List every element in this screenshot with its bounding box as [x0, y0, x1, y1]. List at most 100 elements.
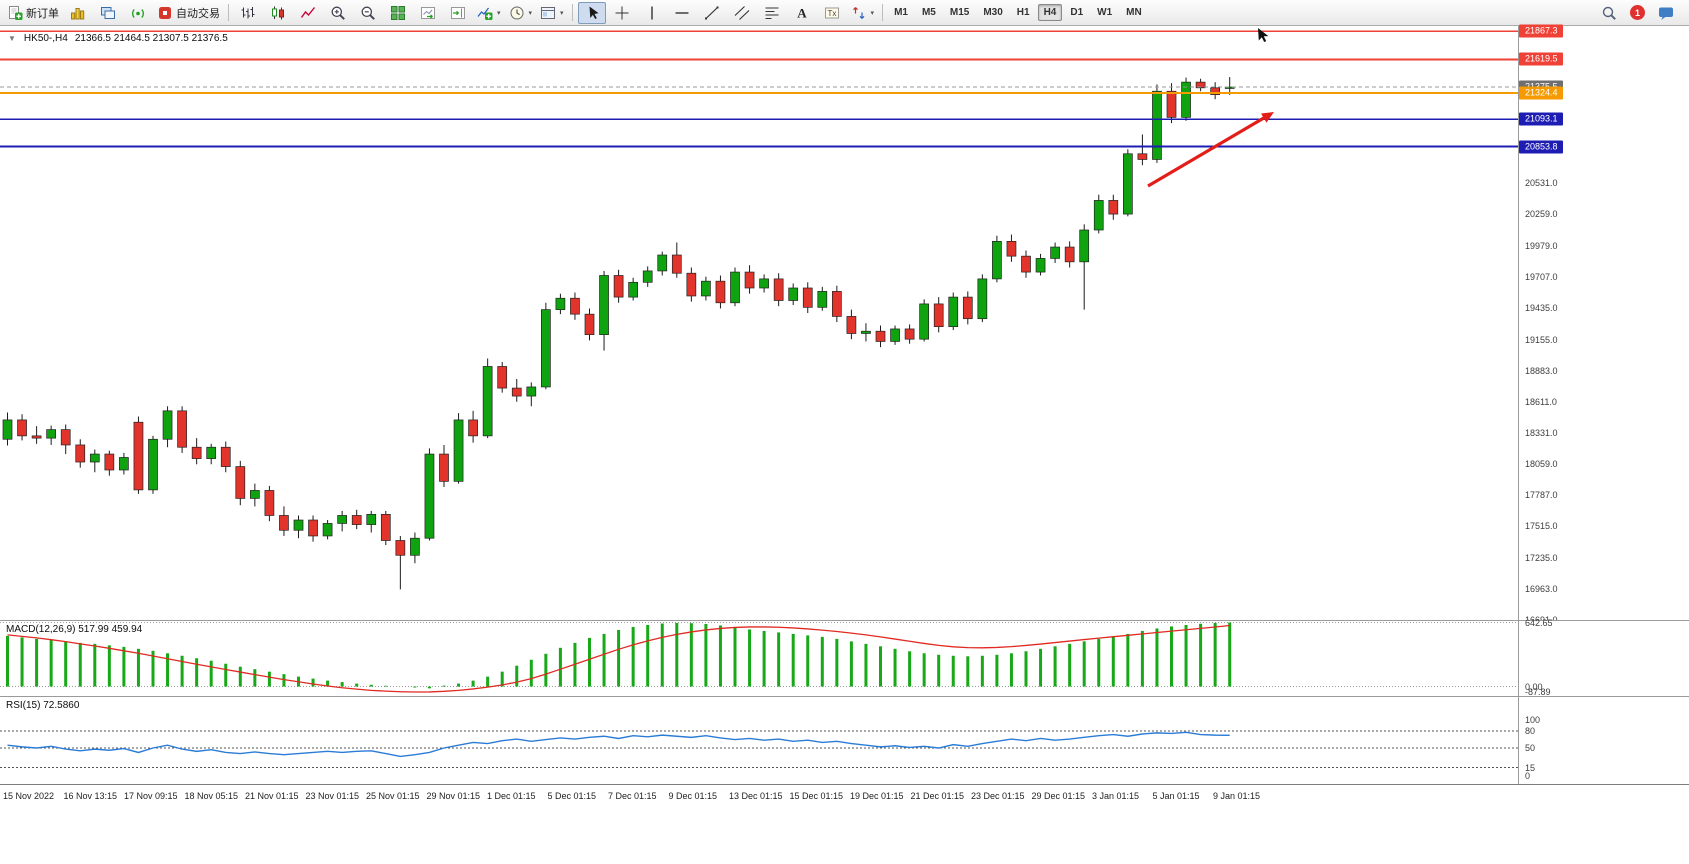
- label-button[interactable]: Tx: [818, 2, 846, 24]
- candle: [584, 313, 595, 335]
- price-scale-label: 18883.0: [1525, 365, 1558, 376]
- community-button[interactable]: [124, 2, 152, 24]
- tile-windows-button[interactable]: [384, 2, 412, 24]
- time-scale-label: 15 Nov 2022: [3, 791, 55, 801]
- macd-canvas[interactable]: [0, 621, 1518, 696]
- chevron-down-icon: ▾: [497, 9, 501, 17]
- candle: [861, 330, 871, 334]
- time-scale-label: 3 Jan 01:15: [1092, 791, 1140, 801]
- search-button[interactable]: [1595, 2, 1623, 24]
- candle: [482, 366, 493, 437]
- timeframe-m5[interactable]: M5: [921, 7, 936, 18]
- support-line-2-tag[interactable]: 20853.8: [1519, 140, 1563, 154]
- cursor-icon: [589, 6, 599, 19]
- candle: [395, 540, 406, 556]
- timeframe-m15[interactable]: M15: [949, 7, 970, 18]
- candle: [148, 438, 158, 491]
- candle: [206, 446, 217, 459]
- timeframe-h4[interactable]: H4: [1037, 4, 1063, 21]
- support-line-1-tag[interactable]: 21093.1: [1519, 112, 1563, 126]
- auto-scroll-button[interactable]: [414, 2, 442, 24]
- price-scale-label: 16963.0: [1525, 584, 1558, 595]
- candle: [526, 386, 537, 397]
- candle: [773, 278, 784, 301]
- candle: [497, 366, 508, 389]
- chart-panel: ▼ HK50-,H4 21366.5 21464.5 21307.5 21376…: [0, 24, 1689, 625]
- timeframe-mn[interactable]: MN: [1126, 7, 1142, 18]
- candle: [46, 429, 57, 439]
- trendline-button[interactable]: [698, 2, 726, 24]
- horizontal-line-button[interactable]: [668, 2, 696, 24]
- candle: [846, 316, 857, 334]
- grid-icon: [391, 5, 405, 20]
- rsi-scale-label: 15: [1525, 762, 1536, 773]
- time-axis[interactable]: 15 Nov 2022 16 Nov 13:15 17 Nov 09:15 18 No…: [0, 784, 1689, 807]
- candles-chart-button[interactable]: [264, 2, 292, 24]
- chart-ohlc-readout: 21366.5 21464.5 21307.5 21376.5: [74, 33, 228, 44]
- chevron-down-icon: ▾: [870, 9, 875, 17]
- profiles-button[interactable]: [94, 2, 122, 24]
- candle: [555, 297, 566, 310]
- candle: [570, 297, 580, 315]
- chart-shift-button[interactable]: [444, 2, 472, 24]
- resistance-line-2-tag[interactable]: 21619.5: [1519, 52, 1563, 66]
- periods-button[interactable]: ▾: [506, 2, 536, 24]
- timeframe-m1[interactable]: M1: [894, 7, 908, 18]
- candle: [60, 429, 71, 446]
- timeframe-w1[interactable]: W1: [1097, 7, 1113, 18]
- toolbar-right: 1: [1594, 2, 1686, 24]
- trend-arrow-annotation[interactable]: [1261, 112, 1274, 123]
- notifications-badge[interactable]: 1: [1630, 5, 1645, 20]
- orange-level-line-tag[interactable]: 21324.4: [1519, 86, 1563, 100]
- candle: [1195, 81, 1206, 89]
- auto-scroll-icon: [421, 6, 435, 19]
- new-order-button[interactable]: 新订单: [4, 2, 62, 24]
- toolbar: 新订单 自动交易 ▾ ▾ ▾ A Tx ▾ M1 M5 M15 M30 H1 H4 D1 W1 MN 1: [0, 0, 1689, 26]
- timeframe-h1[interactable]: H1: [1016, 7, 1030, 18]
- candle: [831, 291, 842, 317]
- arrows-button[interactable]: ▾: [848, 2, 878, 24]
- gold-bars-icon: [71, 7, 85, 19]
- time-scale-label: 7 Dec 01:15: [608, 791, 657, 801]
- candle: [1050, 246, 1060, 259]
- price-scale-label: 18059.0: [1525, 459, 1558, 470]
- cursor-button[interactable]: [577, 1, 606, 24]
- candle: [904, 328, 915, 340]
- chart-canvas[interactable]: [0, 26, 1518, 620]
- time-scale-label: 21 Nov 01:15: [245, 791, 299, 801]
- candle: [890, 328, 900, 342]
- line-chart-button[interactable]: [294, 2, 322, 24]
- zoom-out-button[interactable]: [354, 2, 382, 24]
- candle: [599, 275, 609, 335]
- timeframe-m30[interactable]: M30: [983, 7, 1003, 18]
- new-chart-button[interactable]: [64, 2, 92, 24]
- templates-button[interactable]: ▾: [537, 2, 567, 24]
- vline-icon: [650, 6, 653, 19]
- fibonacci-button[interactable]: [758, 2, 786, 24]
- channel-button[interactable]: [728, 2, 756, 24]
- resistance-line-1-tag[interactable]: 21867.3: [1519, 24, 1563, 38]
- chat-icon: [1659, 7, 1673, 20]
- candle: [715, 280, 726, 304]
- vertical-line-button[interactable]: [638, 2, 666, 24]
- candle: [453, 419, 464, 482]
- rsi-canvas[interactable]: [0, 697, 1518, 784]
- zoom-in-button[interactable]: [324, 2, 352, 24]
- autotrading-button[interactable]: 自动交易: [154, 2, 223, 24]
- candle: [642, 270, 653, 283]
- crosshair-button[interactable]: [608, 2, 636, 24]
- time-scale-label: 1 Dec 01:15: [487, 791, 536, 801]
- svg-text:A: A: [797, 5, 807, 20]
- rsi-scale-label: 80: [1525, 726, 1536, 737]
- price-axis[interactable]: 21867.321619.521375.521324.421093.120853…: [1518, 24, 1689, 625]
- one-click-trading-toggle[interactable]: ▼: [8, 34, 16, 43]
- chat-button[interactable]: [1652, 2, 1680, 24]
- bars-chart-button[interactable]: [234, 2, 262, 24]
- indicators-button[interactable]: ▾: [474, 2, 504, 24]
- candle: [439, 453, 449, 482]
- timeframe-d1[interactable]: D1: [1070, 7, 1084, 18]
- chart-symbol-period: HK50-,H4: [23, 33, 68, 44]
- text-button[interactable]: A: [788, 2, 816, 24]
- candle: [802, 287, 813, 308]
- candle: [220, 446, 231, 467]
